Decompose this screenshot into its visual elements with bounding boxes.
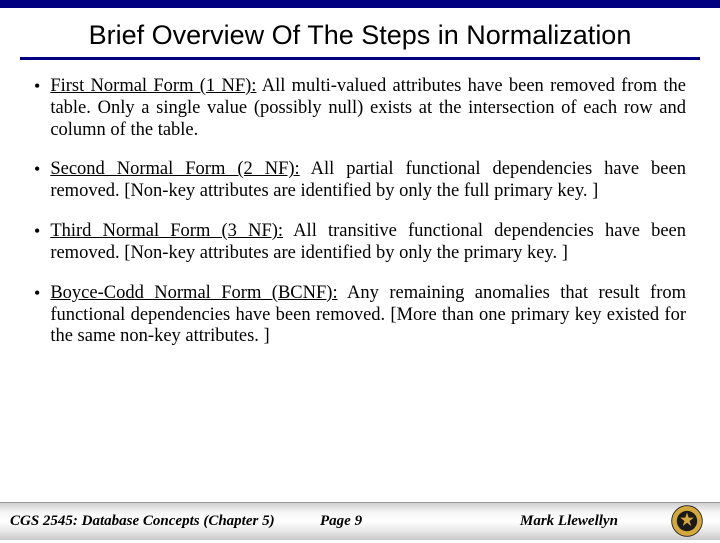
title-underline (20, 57, 700, 60)
bullet-marker: • (34, 221, 40, 265)
bullet-lead: Second Normal Form (2 NF): (50, 159, 299, 179)
bullet-text: Third Normal Form (3 NF): All transitive… (50, 221, 686, 265)
bullet-lead: First Normal Form (1 NF): (50, 76, 256, 96)
bullet-item: • Boyce-Codd Normal Form (BCNF): Any rem… (34, 283, 686, 348)
ucf-logo-icon (670, 504, 704, 538)
footer-bar: CGS 2545: Database Concepts (Chapter 5) … (0, 502, 720, 540)
footer-page: Page 9 (320, 513, 480, 530)
bullet-marker: • (34, 76, 40, 141)
bullet-marker: • (34, 283, 40, 348)
bullet-item: • First Normal Form (1 NF): All multi-va… (34, 76, 686, 141)
bullet-lead: Third Normal Form (3 NF): (50, 221, 283, 241)
bullet-text: Boyce-Codd Normal Form (BCNF): Any remai… (50, 283, 686, 348)
slide-title: Brief Overview Of The Steps in Normaliza… (0, 8, 720, 55)
footer-course: CGS 2545: Database Concepts (Chapter 5) (0, 513, 320, 530)
bullet-text: Second Normal Form (2 NF): All partial f… (50, 159, 686, 203)
bullet-item: • Second Normal Form (2 NF): All partial… (34, 159, 686, 203)
bullet-marker: • (34, 159, 40, 203)
bullet-item: • Third Normal Form (3 NF): All transiti… (34, 221, 686, 265)
bullet-text: First Normal Form (1 NF): All multi-valu… (50, 76, 686, 141)
bullet-lead: Boyce-Codd Normal Form (BCNF): (50, 283, 337, 303)
top-accent-bar (0, 0, 720, 8)
content-area: • First Normal Form (1 NF): All multi-va… (0, 70, 720, 348)
